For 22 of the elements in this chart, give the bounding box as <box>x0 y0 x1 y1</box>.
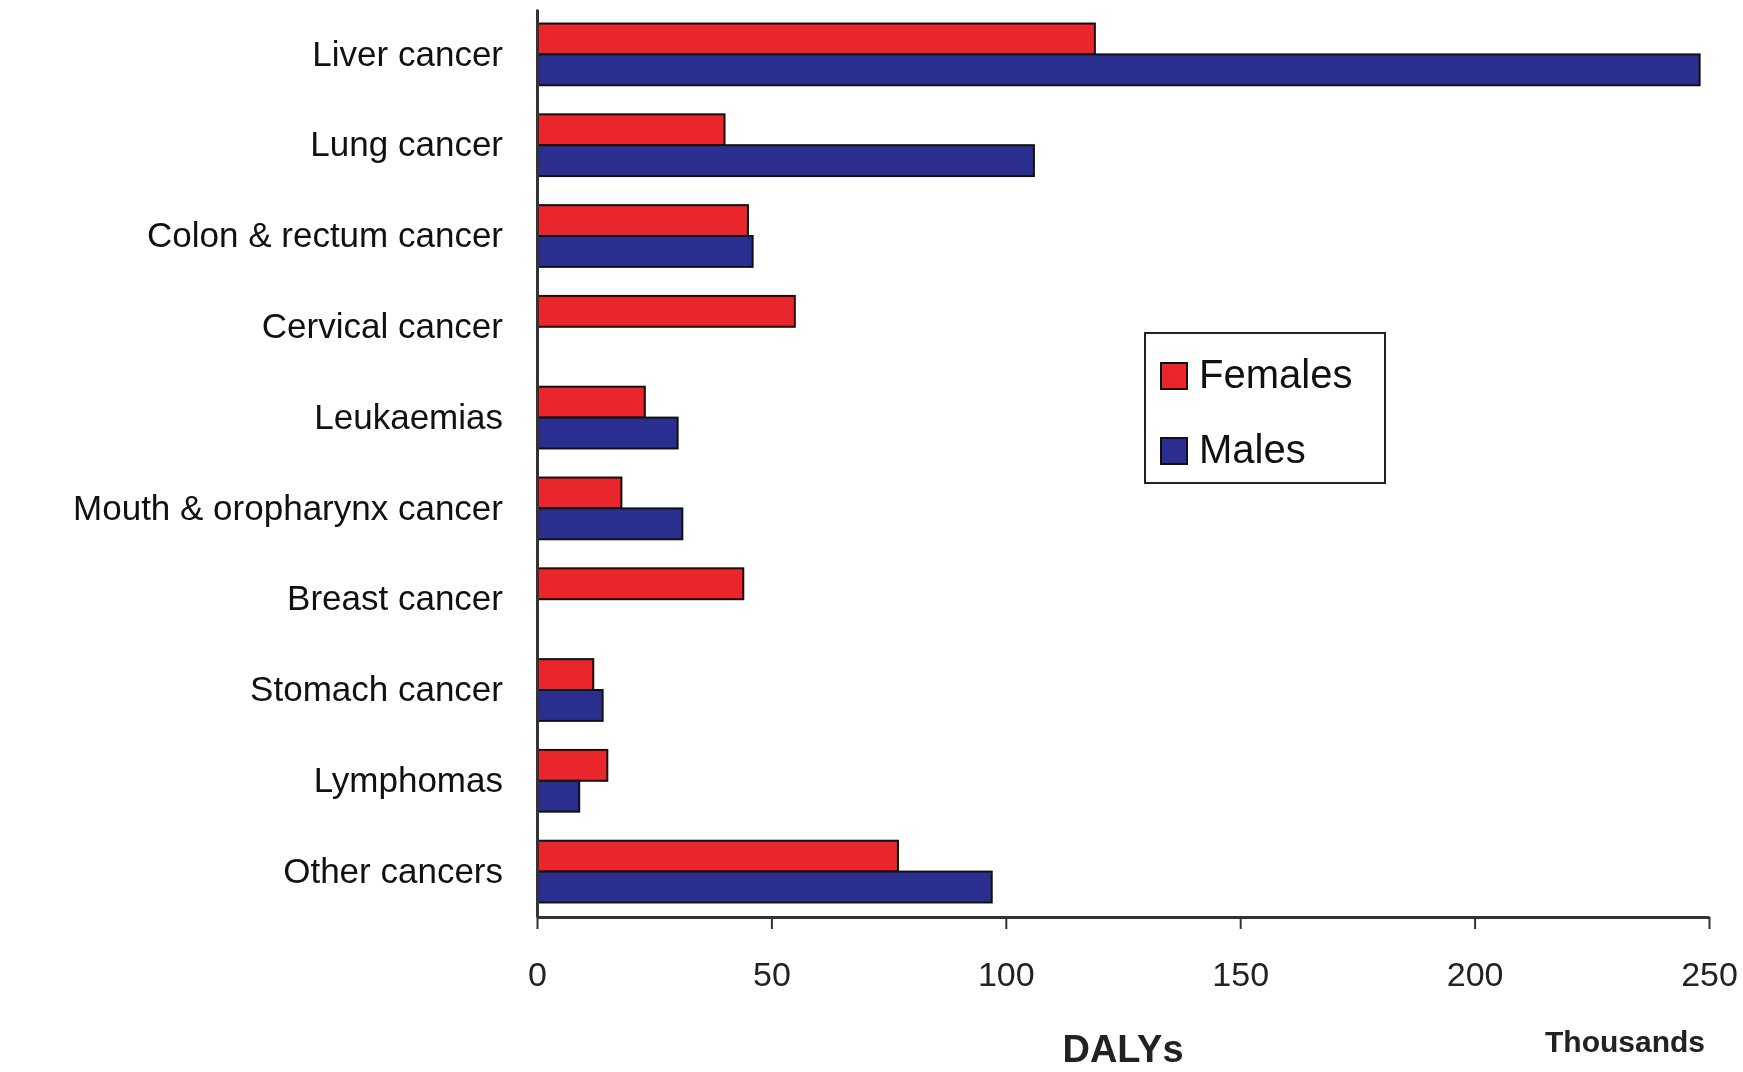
y-tick-label: Leukaemias <box>314 396 503 436</box>
y-tick-label: Mouth & oropharynx cancer <box>73 487 504 527</box>
y-tick-label: Stomach cancer <box>250 669 504 709</box>
bar <box>536 567 745 601</box>
x-tick-label: 100 <box>977 955 1035 994</box>
x-tick-label: 0 <box>528 955 547 994</box>
x-tick-label: 50 <box>752 955 791 994</box>
x-tick-label: 150 <box>1212 955 1270 994</box>
legend-label: Females <box>1199 352 1353 396</box>
y-tick-label: Breast cancer <box>287 578 504 618</box>
x-axis-title: DALYs <box>1062 1028 1184 1070</box>
y-tick-label: Colon & rectum cancer <box>147 215 504 255</box>
bar <box>536 294 796 328</box>
y-tick-label: Other cancers <box>283 850 503 890</box>
y-tick-label: Lymphomas <box>313 760 503 799</box>
y-tick-label: Lung cancer <box>310 124 504 164</box>
text: Thousands <box>1544 1025 1705 1058</box>
x-tick-label: 200 <box>1446 955 1504 994</box>
y-tick-label: Liver cancer <box>312 33 504 73</box>
x-tick-label: 250 <box>1681 955 1738 994</box>
legend-label: Males <box>1199 427 1306 471</box>
y-tick-label: Cervical cancer <box>261 306 504 345</box>
